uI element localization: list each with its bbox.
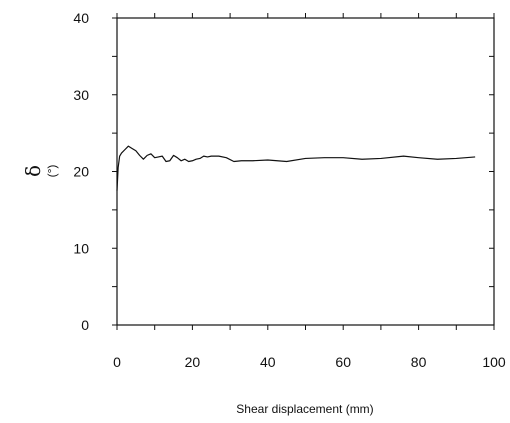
- y-axis-label: δ: [21, 165, 45, 177]
- axis-ticks: [112, 13, 495, 330]
- y-tick-label: 30: [73, 87, 89, 103]
- x-tick-label: 80: [411, 354, 427, 370]
- y-tick-label: 40: [73, 10, 89, 26]
- plot-border: [116, 17, 495, 326]
- plot-frame: [116, 17, 495, 326]
- y-tick-label: 20: [73, 164, 89, 180]
- x-tick-label: 40: [260, 354, 276, 370]
- x-tick-label: 100: [482, 354, 506, 370]
- x-tick-label: 20: [185, 354, 201, 370]
- x-tick-label: 60: [335, 354, 351, 370]
- y-axis-unit: (°): [45, 165, 59, 178]
- y-tick-label: 0: [81, 317, 89, 333]
- x-tick-label: 0: [113, 354, 121, 370]
- series-line: [116, 145, 476, 191]
- y-tick-label: 10: [73, 240, 89, 256]
- tick-labels: 0 20 40 60 80 100 0 10 20 30 40: [73, 10, 505, 370]
- series-group: [116, 145, 476, 191]
- y-axis-label-group: δ (°): [21, 165, 59, 178]
- x-axis-label: Shear displacement (mm): [236, 402, 373, 416]
